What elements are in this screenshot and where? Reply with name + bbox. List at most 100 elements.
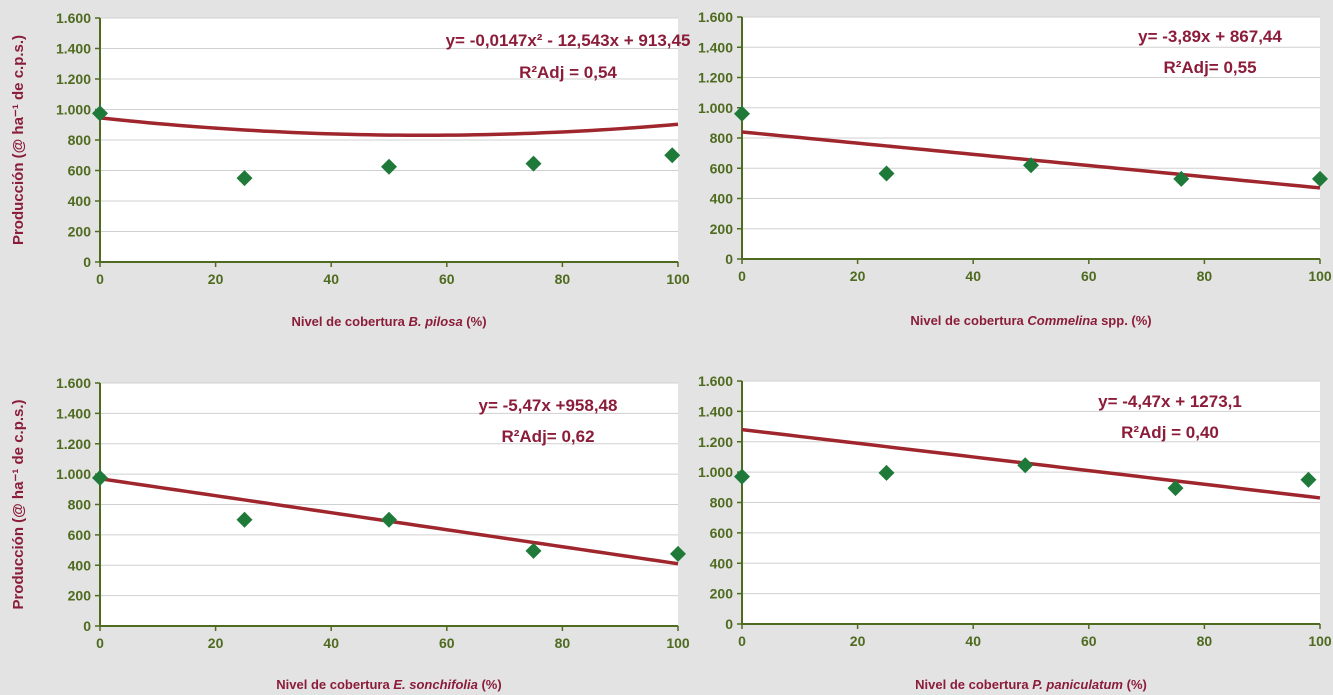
x-tick-label: 20	[850, 268, 866, 284]
y-tick-label: 0	[83, 254, 91, 270]
x-tick-label: 20	[208, 271, 224, 287]
y-tick-label: 1.400	[698, 39, 733, 55]
trend-line	[99, 116, 679, 138]
data-point	[1017, 457, 1034, 474]
x-tick-label: 0	[96, 635, 104, 651]
x-axis-label: Nivel de cobertura P. paniculatum (%)	[915, 677, 1147, 692]
data-point	[236, 511, 253, 528]
data-point	[381, 158, 397, 175]
x-axis-label: Nivel de cobertura E. sonchifolia (%)	[276, 677, 501, 692]
y-tick-label: 0	[725, 251, 733, 267]
y-tick-label: 1.200	[56, 436, 91, 452]
x-tick-label: 60	[1081, 268, 1097, 284]
y-tick-label: 0	[83, 618, 91, 634]
y-axis-label: Producción (@ ha⁻¹ de c.p.s.)	[10, 35, 27, 245]
chart-panel-1: 0 200 400 600 800 1.000 1.200 1.400 1.600 0 20 40 60…	[10, 10, 690, 329]
x-tick-label: 0	[738, 268, 746, 284]
x-tick-label: 60	[1081, 633, 1097, 649]
y-tick-label: 400	[68, 193, 92, 209]
data-point	[236, 170, 253, 187]
data-point	[92, 105, 108, 122]
y-axis-label: Producción (@ ha⁻¹ de c.p.s.)	[10, 399, 27, 609]
r2-label: R²Adj= 0,55	[1163, 58, 1256, 77]
x-tick-label: 40	[965, 633, 981, 649]
y-tick-label: 1.000	[698, 100, 733, 116]
x-tick-label: 80	[555, 271, 571, 287]
y-tick-label: 1.000	[56, 466, 91, 482]
y-tick-label: 600	[710, 160, 734, 176]
y-tick-label: 1.400	[56, 41, 91, 57]
y-tick-label: 1.200	[698, 70, 733, 86]
data-point	[734, 468, 750, 485]
y-tick-label: 400	[710, 191, 734, 207]
x-axis-label-suffix: (%)	[1123, 677, 1147, 692]
x-axis-label-species: P. paniculatum	[1032, 677, 1123, 692]
x-axis-label-suffix: (%)	[478, 677, 502, 692]
y-tick-label: 0	[725, 616, 733, 632]
data-point	[878, 165, 895, 182]
x-tick-label: 80	[555, 635, 571, 651]
y-tick-label: 1.200	[698, 434, 733, 450]
x-tick-label: 40	[323, 635, 339, 651]
data-point	[525, 155, 542, 172]
data-point	[664, 147, 681, 164]
x-axis-label-species: B. pilosa	[409, 314, 463, 329]
x-axis-label-prefix: Nivel de cobertura	[910, 313, 1027, 328]
y-tick-label: 600	[68, 527, 92, 543]
x-tick-label: 0	[96, 271, 104, 287]
y-tick-label: 1.600	[56, 375, 91, 391]
r2-label: R²Adj= 0,62	[501, 427, 594, 446]
y-tick-label: 1.400	[698, 403, 733, 419]
x-axis-label-species: E. sonchifolia	[393, 677, 478, 692]
y-tick-label: 400	[68, 557, 92, 573]
x-tick-label: 40	[965, 268, 981, 284]
x-axis-label-prefix: Nivel de cobertura	[291, 314, 408, 329]
data-point	[1023, 157, 1039, 174]
y-tick-label: 200	[68, 588, 92, 604]
trend-equation: y= -5,47x +958,48	[479, 396, 618, 415]
y-tick-label: 1.200	[56, 71, 91, 87]
data-point	[381, 511, 397, 528]
y-tick-label: 1.000	[56, 102, 91, 118]
x-axis-label-suffix: spp. (%)	[1097, 313, 1151, 328]
data-point	[1312, 170, 1328, 187]
y-tick-label: 1.600	[698, 373, 733, 389]
x-tick-label: 100	[1308, 268, 1332, 284]
y-tick-label: 1.600	[56, 10, 91, 26]
x-tick-label: 100	[666, 635, 690, 651]
data-point	[525, 542, 542, 559]
y-tick-label: 800	[68, 132, 92, 148]
x-tick-label: 20	[208, 635, 224, 651]
r2-label: R²Adj = 0,40	[1121, 423, 1219, 442]
x-tick-label: 40	[323, 271, 339, 287]
trend-equation: y= -0,0147x² - 12,543x + 913,45	[446, 31, 691, 50]
y-tick-label: 800	[68, 497, 92, 513]
trend-equation: y= -4,47x + 1273,1	[1098, 392, 1242, 411]
y-tick-label: 800	[710, 130, 734, 146]
x-tick-label: 0	[738, 633, 746, 649]
x-tick-label: 60	[439, 271, 455, 287]
x-axis-label-prefix: Nivel de cobertura	[276, 677, 393, 692]
y-tick-label: 200	[68, 224, 92, 240]
x-axis-label: Nivel de cobertura Commelina spp. (%)	[910, 313, 1151, 328]
chart-panel-2: 0 200 400 600 800 1.000 1.200 1.400 1.600 0 20 40 60…	[698, 9, 1332, 328]
y-tick-label: 600	[68, 163, 92, 179]
trend-equation: y= -3,89x + 867,44	[1138, 27, 1282, 46]
y-tick-label: 1.600	[698, 9, 733, 25]
data-point	[1167, 480, 1184, 497]
x-axis-label-suffix: (%)	[463, 314, 487, 329]
data-point	[1300, 471, 1317, 488]
x-tick-label: 100	[666, 271, 690, 287]
x-axis-label-species: Commelina	[1027, 313, 1097, 328]
y-tick-label: 400	[710, 555, 734, 571]
y-tick-label: 1.400	[56, 405, 91, 421]
data-point	[670, 545, 686, 562]
x-axis-label: Nivel de cobertura B. pilosa (%)	[291, 314, 486, 329]
x-tick-label: 100	[1308, 633, 1332, 649]
y-tick-label: 600	[710, 525, 734, 541]
y-tick-label: 1.000	[698, 464, 733, 480]
chart-panel-4: 0 200 400 600 800 1.000 1.200 1.400 1.600 0 20 40 60…	[698, 373, 1332, 692]
data-point	[92, 469, 108, 486]
y-tick-label: 200	[710, 221, 734, 237]
